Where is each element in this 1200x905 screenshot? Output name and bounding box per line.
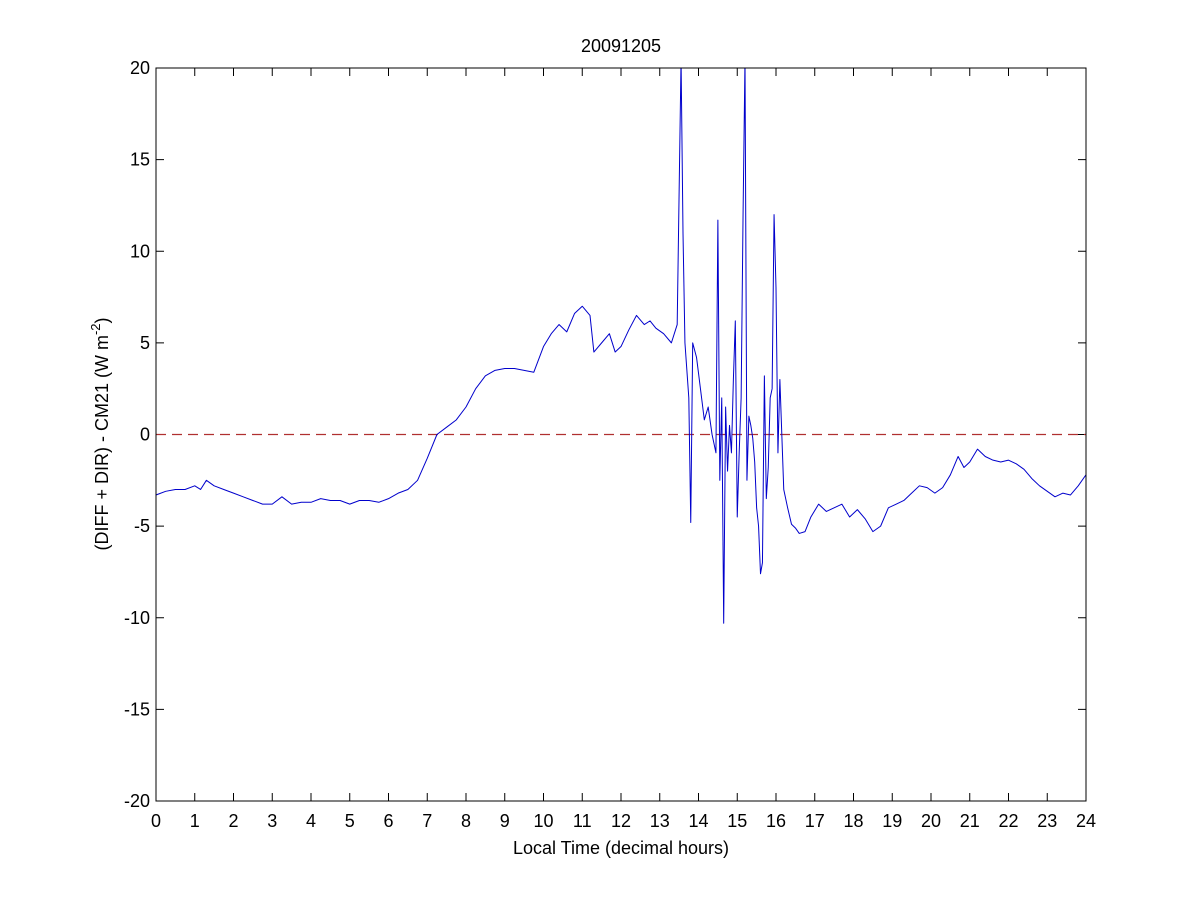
x-tick-label: 4: [306, 811, 316, 831]
y-tick-labels: -20 -15 -10 -5 0 5 10 15 20: [124, 58, 150, 811]
y-axis-title: (DIFF + DIR) - CM21 (W m-2): [88, 317, 112, 550]
x-tick-label: 19: [882, 811, 902, 831]
y-tick-label: -15: [124, 699, 150, 719]
y-tick-label: 15: [130, 150, 150, 170]
x-tick-label: 8: [461, 811, 471, 831]
x-tick-label: 23: [1037, 811, 1057, 831]
y-tick-label: 20: [130, 58, 150, 78]
y-tick-label: -20: [124, 791, 150, 811]
y-tick-label: 5: [140, 333, 150, 353]
y-axis-title-superscript: -2: [88, 323, 103, 335]
y-tick-label: -5: [134, 516, 150, 536]
x-tick-label: 0: [151, 811, 161, 831]
x-tick-label: 5: [345, 811, 355, 831]
x-tick-label: 12: [611, 811, 631, 831]
x-tick-label: 6: [383, 811, 393, 831]
x-tick-label: 13: [650, 811, 670, 831]
x-tick-label: 10: [533, 811, 553, 831]
x-tick-label: 1: [190, 811, 200, 831]
x-tick-label: 22: [998, 811, 1018, 831]
y-axis-title-main: (DIFF + DIR) - CM21 (W m: [92, 335, 112, 550]
y-tick-label: 10: [130, 241, 150, 261]
x-tick-label: 21: [960, 811, 980, 831]
x-tick-label: 3: [267, 811, 277, 831]
x-tick-label: 15: [727, 811, 747, 831]
x-tick-label: 18: [843, 811, 863, 831]
x-tick-label: 20: [921, 811, 941, 831]
x-axis-title: Local Time (decimal hours): [513, 838, 729, 858]
plot-frame: [155, 67, 1087, 802]
x-tick-label: 14: [688, 811, 708, 831]
y-tick-label: -10: [124, 608, 150, 628]
x-tick-label: 9: [500, 811, 510, 831]
series-line: [156, 68, 1086, 624]
x-tick-label: 7: [422, 811, 432, 831]
x-tick-label: 17: [805, 811, 825, 831]
x-tick-label: 2: [228, 811, 238, 831]
x-tick-labels: 0 1 2 3 4 5 6 7 8 9 10 11 12 13 14 15 16 17 18 19 20 21 22 23 24: [151, 811, 1096, 831]
y-tick-label: 0: [140, 425, 150, 445]
y-axis-title-suffix: ): [92, 317, 112, 323]
axis-ticks: [155, 67, 1087, 802]
x-tick-label: 24: [1076, 811, 1096, 831]
chart-title: 20091205: [581, 36, 661, 56]
x-tick-label: 11: [573, 811, 592, 831]
x-tick-label: 16: [766, 811, 786, 831]
